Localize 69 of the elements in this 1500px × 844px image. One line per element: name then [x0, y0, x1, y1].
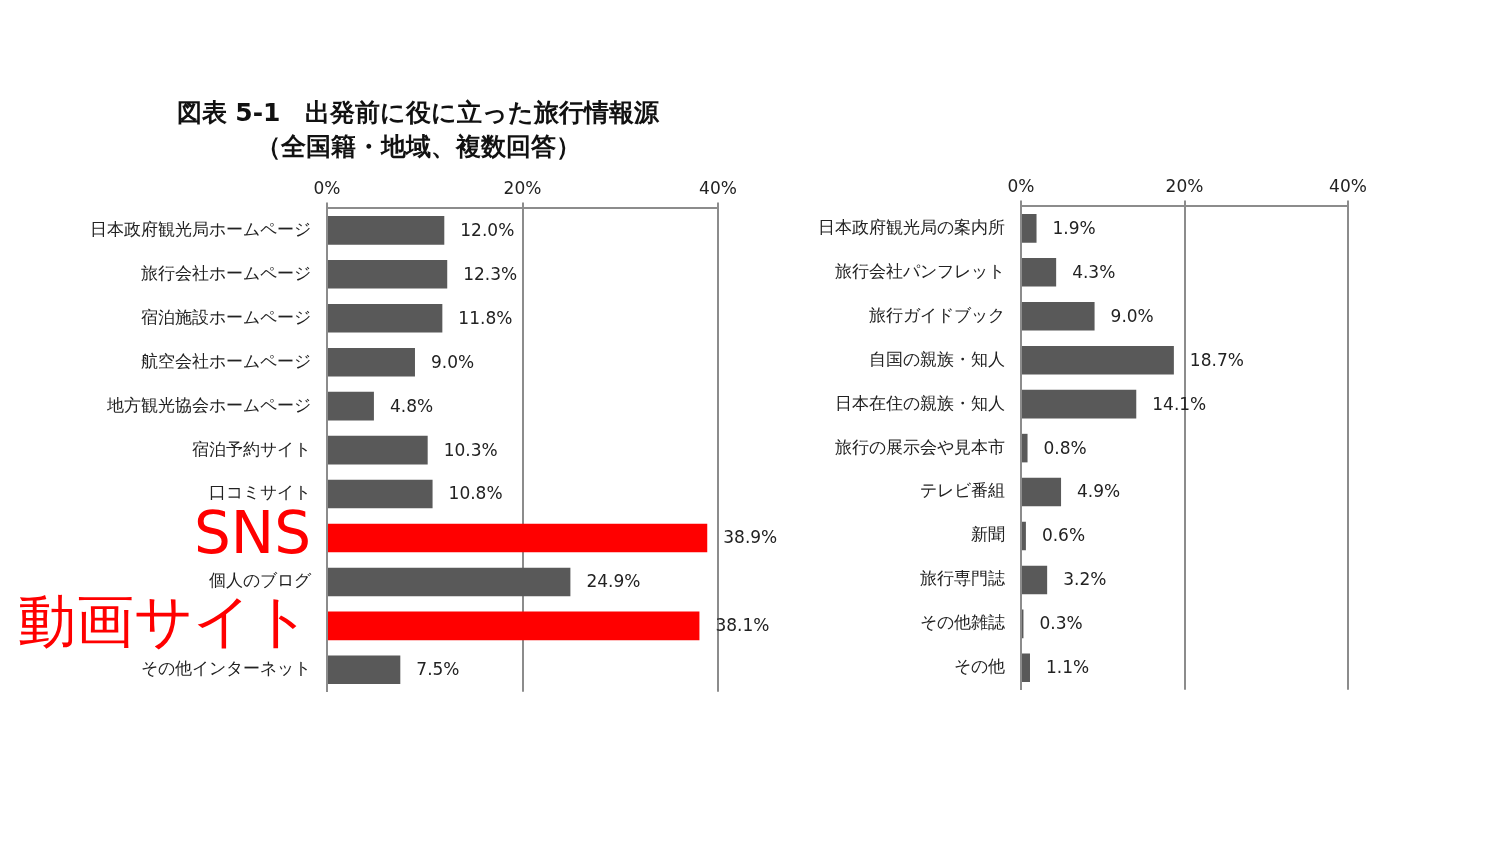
y-tick-label: その他雑誌 [920, 612, 1005, 633]
data-label: 7.5% [416, 659, 460, 680]
y-tick-label: 日本政府観光局の案内所 [818, 216, 1005, 237]
data-label: 0.3% [1039, 613, 1083, 634]
data-label: 10.3% [443, 439, 498, 460]
bar [328, 347, 415, 377]
bar [328, 260, 448, 289]
data-label: 4.8% [389, 395, 434, 416]
y-tick-label: 旅行ガイドブック [869, 304, 1005, 325]
data-label: 4.9% [1077, 481, 1121, 502]
y-tick-label: 地方観光協会ホームページ [106, 394, 311, 415]
bar [1022, 301, 1095, 331]
y-tick-label: 航空会社ホームページ [141, 350, 311, 371]
bar [328, 303, 443, 333]
x-tick-label: 0% [313, 177, 341, 198]
chart-title: 図表 5-1 出発前に役に立った旅行情報源（全国籍・地域、複数回答） [175, 97, 661, 163]
data-label: 1.1% [1045, 657, 1090, 678]
y-tick-label: 宿泊施設ホームページ [141, 306, 311, 327]
bar [328, 523, 708, 553]
data-label: 38.1% [715, 615, 770, 636]
data-label: 1.9% [1052, 217, 1096, 238]
bar [1022, 477, 1062, 507]
data-label: 12.3% [463, 263, 518, 284]
x-tick-label: 20% [1165, 175, 1204, 196]
data-label: 4.3% [1072, 261, 1116, 282]
data-label: 38.9% [723, 527, 778, 548]
bar [1022, 433, 1028, 463]
y-tick-label: その他 [954, 656, 1005, 677]
x-tick-label: 20% [503, 177, 542, 198]
data-label: 11.8% [458, 307, 513, 328]
y-tick-label: 旅行会社ホームページ [141, 262, 311, 283]
y-tick-label: テレビ番組 [920, 480, 1005, 501]
bar [328, 655, 401, 685]
bar [1022, 258, 1057, 287]
bar [1022, 345, 1174, 375]
data-label: 24.9% [586, 571, 641, 592]
bar [328, 611, 700, 641]
y-tick-label: 自国の親族・知人 [869, 348, 1005, 369]
bar [328, 216, 445, 245]
y-tick-label: 口コミサイト [209, 482, 311, 503]
bar [328, 435, 428, 465]
data-label: 3.2% [1063, 569, 1107, 590]
bar [1022, 565, 1048, 595]
y-tick-label: 新聞 [971, 524, 1005, 545]
data-label: 18.7% [1189, 349, 1244, 370]
bar [1022, 389, 1137, 419]
bar [328, 479, 433, 509]
y-tick-label: 旅行の展示会や見本市 [835, 436, 1005, 457]
data-label: 10.8% [448, 483, 503, 504]
bar [1022, 521, 1026, 551]
x-tick-label: 40% [1329, 175, 1367, 196]
x-tick-label: 40% [699, 177, 737, 198]
data-label: 9.0% [1110, 305, 1154, 326]
y-tick-label: 宿泊予約サイト [192, 438, 311, 459]
bar [328, 567, 571, 597]
y-tick-label: 日本政府観光局ホームページ [90, 218, 311, 239]
y-tick-label: 日本在住の親族・知人 [835, 392, 1005, 413]
y-tick-label: その他インターネット [141, 658, 311, 679]
x-tick-label: 0% [1007, 175, 1035, 196]
data-label: 12.0% [460, 219, 515, 240]
y-tick-label: 旅行会社パンフレット [835, 260, 1005, 281]
data-label: 14.1% [1152, 393, 1207, 414]
data-label: 9.0% [430, 351, 475, 372]
bar [1022, 653, 1030, 683]
data-label: 0.8% [1043, 437, 1087, 458]
y-tick-label: 旅行専門誌 [920, 568, 1005, 589]
bar [1022, 214, 1037, 243]
bar [328, 391, 374, 421]
data-label: 0.6% [1041, 525, 1086, 546]
